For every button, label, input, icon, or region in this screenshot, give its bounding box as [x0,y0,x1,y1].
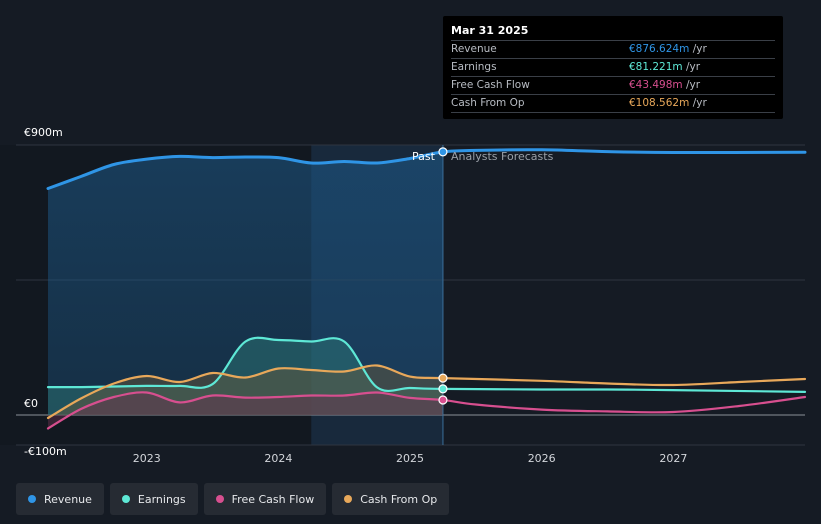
legend-item-cash-from-op[interactable]: Cash From Op [332,483,450,515]
tooltip-row-free-cash-flow: Free Cash Flow €43.498m /yr [443,77,783,94]
series-line-revenue [46,148,807,190]
legend: Revenue Earnings Free Cash Flow Cash Fro… [16,483,450,515]
legend-item-revenue[interactable]: Revenue [16,483,104,515]
x-tick-label: 2024 [264,452,292,465]
tooltip-divider [451,76,775,77]
tooltip-label: Cash From Op [451,97,525,109]
legend-item-free-cash-flow[interactable]: Free Cash Flow [203,483,327,515]
area-free-cash-flow [48,392,443,429]
y-tick-label: €900m [24,126,63,139]
tooltip-value: €43.498m /yr [629,79,701,91]
tooltip-row-revenue: Revenue €876.624m /yr [443,41,783,58]
tooltip-divider [451,58,775,59]
legend-label: Earnings [137,492,186,506]
area-revenue [48,151,443,415]
past-label: Past [412,150,436,163]
legend-dot-icon [215,495,224,503]
legend-label: Free Cash Flow [231,492,315,506]
tooltip-value: €108.562m /yr [629,97,707,109]
tooltip-divider [451,40,775,41]
series-line-earnings [46,336,807,393]
series-marker-earnings [438,384,448,394]
legend-label: Cash From Op [360,492,438,506]
tooltip-date: Mar 31 2025 [451,24,529,37]
tooltip-divider [451,94,775,95]
tooltip-label: Earnings [451,61,497,73]
tooltip-row-cash-from-op: Cash From Op €108.562m /yr [443,95,783,112]
tooltip-row-earnings: Earnings €81.221m /yr [443,59,783,76]
tooltip-value: €876.624m /yr [629,43,707,55]
y-tick-label: -€100m [24,445,67,458]
series-line-cash-from-op [46,364,807,420]
area-cash-from-op [48,365,443,418]
legend-dot-icon [344,495,353,503]
tooltip-divider [451,112,775,113]
series-marker-cash-from-op [438,373,448,383]
x-tick-label: 2025 [396,452,424,465]
x-tick-label: 2026 [528,452,556,465]
tooltip-label: Revenue [451,43,497,55]
tooltip-value: €81.221m /yr [629,61,701,73]
x-tick-label: 2023 [133,452,161,465]
series-marker-revenue [438,147,448,157]
legend-label: Revenue [44,492,92,506]
tooltip: Mar 31 2025 Revenue €876.624m /yr Earnin… [443,16,783,119]
x-tick-label: 2027 [659,452,687,465]
legend-dot-icon [28,495,36,503]
legend-dot-icon [121,495,130,503]
forecast-label: Analysts Forecasts [451,150,554,163]
series-line-free-cash-flow [46,391,807,430]
tooltip-label: Free Cash Flow [451,79,530,91]
series-marker-free-cash-flow [438,395,448,405]
y-tick-label: €0 [24,397,38,410]
legend-item-earnings[interactable]: Earnings [109,483,198,515]
